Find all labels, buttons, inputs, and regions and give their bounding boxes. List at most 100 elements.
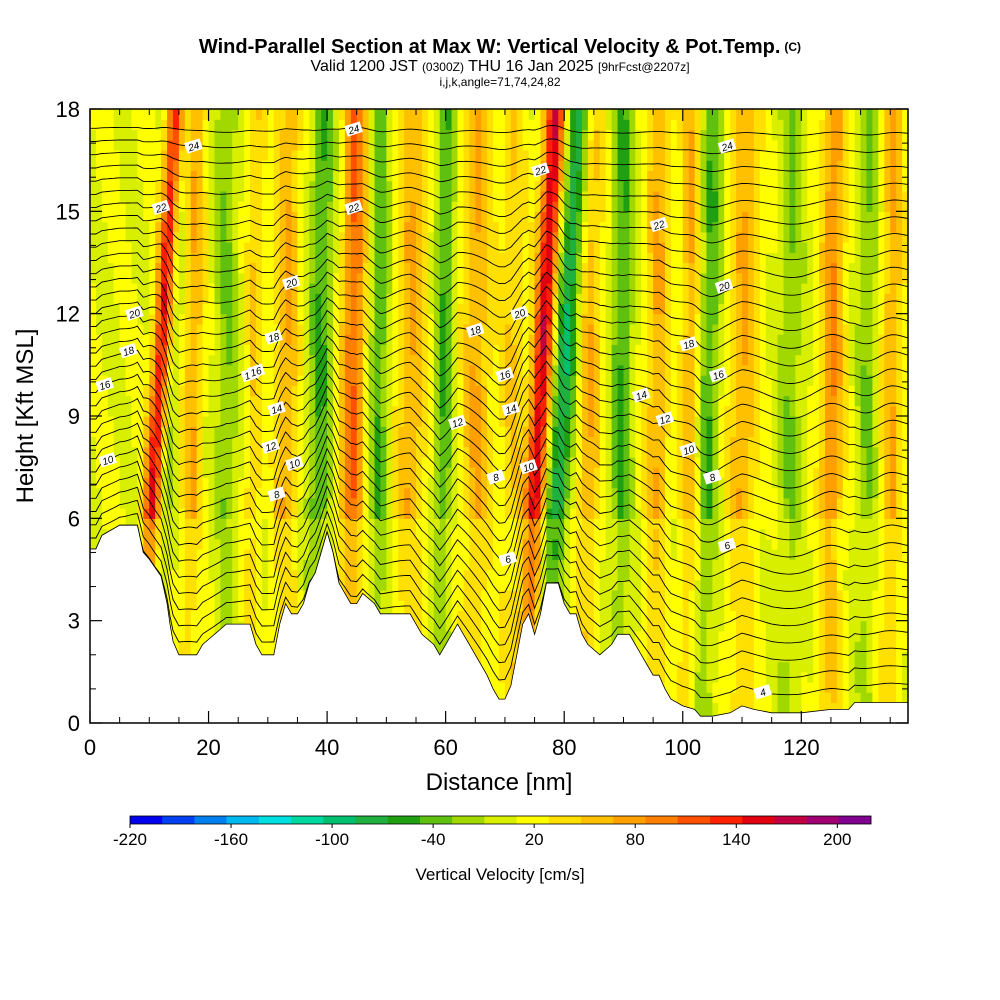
w-cell bbox=[167, 426, 174, 438]
w-cell bbox=[736, 538, 743, 550]
w-cell bbox=[730, 518, 737, 530]
w-cell bbox=[457, 354, 465, 366]
w-cell bbox=[445, 559, 453, 571]
w-cell bbox=[261, 518, 269, 530]
w-cell bbox=[469, 497, 476, 509]
w-cell bbox=[724, 508, 731, 519]
w-cell bbox=[208, 579, 216, 591]
w-cell bbox=[771, 416, 779, 427]
w-cell bbox=[267, 559, 275, 571]
w-cell bbox=[605, 518, 613, 530]
w-cell bbox=[587, 416, 595, 427]
w-cell bbox=[878, 641, 885, 652]
w-cell bbox=[510, 641, 518, 652]
w-cell bbox=[309, 354, 316, 366]
w-cell bbox=[250, 487, 257, 499]
w-cell bbox=[819, 354, 826, 366]
w-cell bbox=[736, 579, 743, 591]
w-cell bbox=[742, 559, 749, 571]
w-cell bbox=[410, 436, 417, 448]
w-cell bbox=[623, 518, 631, 530]
w-cell bbox=[700, 456, 708, 468]
w-cell bbox=[202, 600, 210, 612]
w-cell bbox=[510, 467, 518, 478]
w-cell bbox=[149, 487, 156, 499]
w-cell bbox=[866, 671, 874, 683]
w-cell bbox=[90, 528, 97, 540]
w-cell bbox=[807, 549, 814, 560]
w-cell bbox=[344, 354, 352, 366]
w-cell bbox=[771, 641, 779, 652]
w-cell bbox=[131, 364, 139, 376]
w-cell bbox=[718, 416, 725, 427]
w-cell bbox=[795, 354, 802, 366]
w-cell bbox=[362, 549, 370, 560]
w-cell bbox=[267, 416, 275, 427]
w-cell bbox=[777, 405, 785, 417]
w-cell bbox=[759, 395, 767, 407]
w-cell bbox=[854, 395, 862, 407]
w-cell bbox=[125, 364, 133, 376]
w-cell bbox=[884, 579, 891, 591]
w-cell bbox=[807, 518, 814, 530]
w-cell bbox=[350, 395, 358, 407]
w-cell bbox=[362, 589, 370, 601]
w-cell bbox=[90, 395, 97, 407]
w-cell bbox=[653, 651, 660, 663]
w-cell bbox=[718, 487, 725, 499]
w-cell bbox=[416, 375, 423, 386]
w-cell bbox=[261, 559, 269, 571]
w-cell bbox=[321, 518, 328, 530]
w-cell bbox=[848, 630, 856, 642]
w-cell bbox=[736, 661, 743, 673]
w-cell bbox=[107, 344, 115, 356]
w-cell bbox=[593, 426, 601, 438]
w-cell bbox=[196, 620, 204, 632]
w-cell bbox=[789, 651, 796, 663]
w-cell bbox=[884, 364, 891, 376]
w-cell bbox=[593, 487, 601, 499]
w-cell bbox=[101, 467, 109, 478]
w-cell bbox=[178, 354, 186, 366]
w-cell bbox=[416, 405, 423, 417]
w-cell bbox=[842, 416, 850, 427]
w-cell bbox=[433, 436, 441, 448]
w-cell bbox=[623, 456, 631, 468]
w-cell bbox=[279, 375, 287, 386]
w-cell bbox=[238, 538, 245, 550]
w-cell bbox=[315, 538, 322, 550]
w-cell bbox=[664, 446, 672, 458]
w-cell bbox=[528, 508, 536, 519]
w-cell bbox=[807, 692, 814, 704]
w-cell bbox=[730, 375, 737, 386]
w-cell bbox=[113, 385, 121, 397]
w-cell bbox=[416, 497, 423, 509]
w-cell bbox=[795, 702, 802, 714]
w-cell bbox=[238, 508, 245, 519]
w-cell bbox=[670, 620, 678, 632]
w-cell bbox=[416, 600, 423, 612]
w-cell bbox=[718, 600, 725, 612]
w-cell bbox=[617, 477, 625, 489]
w-cell bbox=[279, 456, 287, 468]
w-cell bbox=[190, 600, 198, 612]
w-cell bbox=[718, 426, 725, 438]
w-cell bbox=[724, 487, 731, 499]
w-cell bbox=[890, 385, 897, 397]
w-cell bbox=[730, 405, 737, 417]
w-cell bbox=[884, 671, 891, 683]
w-cell bbox=[410, 385, 417, 397]
w-cell bbox=[842, 651, 850, 663]
w-cell bbox=[119, 446, 127, 458]
w-cell bbox=[285, 354, 293, 366]
w-cell bbox=[445, 600, 453, 612]
w-cell bbox=[872, 487, 879, 499]
w-cell bbox=[736, 630, 743, 642]
w-cell bbox=[712, 426, 719, 438]
w-cell bbox=[333, 375, 340, 386]
w-cell bbox=[232, 538, 239, 550]
w-cell bbox=[344, 508, 352, 519]
w-cell bbox=[896, 579, 903, 591]
w-cell bbox=[131, 395, 139, 407]
w-cell bbox=[528, 364, 536, 376]
